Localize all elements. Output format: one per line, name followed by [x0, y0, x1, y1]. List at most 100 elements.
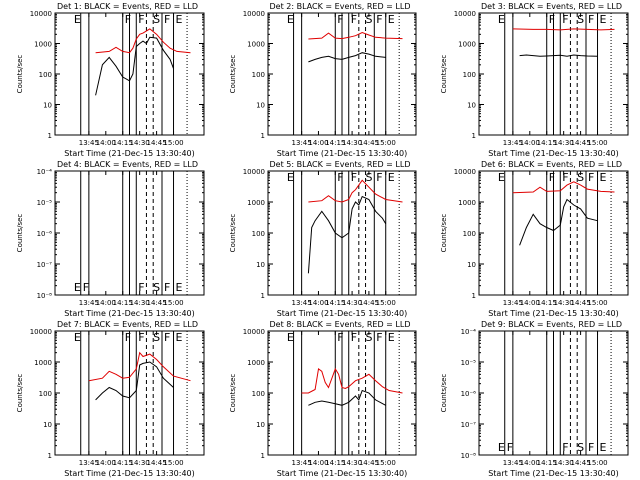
x-axis-label: Start Time (21-Dec-15 13:30:40) — [277, 469, 408, 478]
x-axis-label: Start Time (21-Dec-15 13:30:40) — [488, 149, 619, 158]
event-marker-label: F — [507, 441, 513, 454]
y-tick-label: 1 — [48, 132, 52, 140]
chart-panel-6: Det 6: BLACK = Events, RED = LLD 1 10 100 10… — [440, 160, 629, 318]
event-marker-label: S — [366, 331, 373, 344]
y-tick-label: 10⁻⁶ — [461, 390, 477, 398]
y-tick-label: 10⁻⁷ — [461, 421, 477, 429]
event-marker-label: S — [577, 13, 584, 26]
chart-panel-1: Det 1: BLACK = Events, RED = LLD 1 10 100 10… — [16, 2, 205, 158]
y-tick-label: 10000 — [30, 328, 52, 336]
event-marker-label: F — [562, 441, 568, 454]
event-marker-label: S — [153, 13, 160, 26]
x-tick-label: 14:00 — [308, 299, 328, 307]
y-tick-label: 10000 — [243, 328, 265, 336]
x-tick-label: 14:45 — [359, 459, 379, 467]
event-marker-label: E — [498, 171, 505, 184]
chart-title: Det 2: BLACK = Events, RED = LLD — [270, 2, 411, 11]
x-tick-label: 14:15 — [325, 299, 345, 307]
y-tick-label: 10⁻⁵ — [37, 199, 53, 207]
y-axis-label: Counts/sec — [440, 55, 448, 94]
y-tick-label: 1 — [261, 132, 265, 140]
event-marker-label: E — [388, 13, 395, 26]
x-tick-label: 14:45 — [359, 139, 379, 147]
event-marker-label: F — [376, 171, 382, 184]
x-tick-label: 15:00 — [163, 459, 183, 467]
y-axis-label: Counts/sec — [229, 214, 237, 253]
lld-series-line — [308, 179, 403, 203]
x-axis-label: Start Time (21-Dec-15 13:30:40) — [64, 469, 195, 478]
event-marker-label: F — [351, 171, 357, 184]
event-marker-label: E — [287, 13, 294, 26]
x-tick-label: 14:15 — [325, 459, 345, 467]
lld-series-line — [301, 367, 403, 394]
x-tick-label: 14:15 — [113, 139, 133, 147]
event-marker-label: E — [74, 281, 81, 294]
y-tick-label: 10⁻⁴ — [461, 328, 477, 336]
events-series-line — [519, 198, 598, 246]
y-tick-label: 100 — [463, 71, 476, 79]
y-tick-label: 100 — [39, 390, 52, 398]
event-marker-label: F — [138, 13, 144, 26]
y-tick-label: 1 — [261, 292, 265, 300]
x-tick-label: 14:45 — [570, 459, 590, 467]
x-tick-label: 14:45 — [359, 299, 379, 307]
chart-title: Det 8: BLACK = Events, RED = LLD — [270, 320, 411, 329]
chart-panel-2: Det 2: BLACK = Events, RED = LLD 1 10 100 10… — [229, 2, 417, 158]
y-tick-label: 1000 — [247, 41, 265, 49]
y-tick-label: 10 — [43, 102, 52, 110]
events-series-line — [519, 54, 598, 57]
event-marker-label: F — [125, 13, 131, 26]
event-marker-label: F — [164, 331, 170, 344]
x-tick-label: 15:00 — [376, 139, 396, 147]
lld-series-line — [512, 28, 615, 31]
events-series-line — [308, 52, 386, 63]
x-axis-label: Start Time (21-Dec-15 13:30:40) — [64, 309, 195, 318]
event-marker-label: S — [153, 281, 160, 294]
y-tick-label: 1 — [261, 452, 265, 460]
x-tick-label: 14:30 — [554, 299, 574, 307]
x-tick-label: 14:45 — [146, 299, 166, 307]
event-marker-label: F — [549, 13, 555, 26]
x-tick-label: 13:45 — [79, 139, 99, 147]
chart-title: Det 3: BLACK = Events, RED = LLD — [481, 2, 622, 11]
x-tick-label: 14:00 — [520, 139, 540, 147]
y-tick-label: 10⁻⁶ — [37, 230, 53, 238]
x-axis-label: Start Time (21-Dec-15 13:30:40) — [277, 309, 408, 318]
y-tick-label: 10⁻⁸ — [37, 292, 53, 300]
events-series-line — [308, 389, 386, 406]
event-marker-label: F — [351, 13, 357, 26]
x-axis-label: Start Time (21-Dec-15 13:30:40) — [64, 149, 195, 158]
x-tick-label: 14:00 — [308, 139, 328, 147]
y-tick-label: 1000 — [458, 199, 476, 207]
event-marker-label: F — [376, 331, 382, 344]
chart-panel-4: Det 4: BLACK = Events, RED = LLD 10⁻⁸ 10⁻⁷… — [16, 160, 205, 318]
x-tick-label: 14:30 — [130, 459, 150, 467]
event-marker-label: E — [600, 441, 607, 454]
x-tick-label: 13:45 — [503, 459, 523, 467]
y-axis-label: Counts/sec — [16, 214, 24, 253]
event-marker-label: F — [164, 281, 170, 294]
x-tick-label: 15:00 — [376, 459, 396, 467]
y-tick-label: 10000 — [454, 10, 476, 18]
x-axis-label: Start Time (21-Dec-15 13:30:40) — [277, 149, 408, 158]
x-tick-label: 13:45 — [503, 299, 523, 307]
x-tick-label: 15:00 — [587, 459, 607, 467]
event-marker-label: E — [600, 171, 607, 184]
chart-title: Det 7: BLACK = Events, RED = LLD — [57, 320, 198, 329]
x-tick-label: 14:15 — [537, 139, 557, 147]
x-tick-label: 14:15 — [113, 299, 133, 307]
event-marker-label: S — [577, 171, 584, 184]
event-marker-label: E — [498, 441, 505, 454]
event-marker-label: E — [176, 13, 183, 26]
chart-title: Det 6: BLACK = Events, RED = LLD — [481, 160, 622, 169]
lld-series-line — [512, 181, 615, 194]
y-tick-label: 100 — [463, 230, 476, 238]
y-tick-label: 10000 — [243, 168, 265, 176]
x-tick-label: 14:00 — [308, 459, 328, 467]
x-tick-label: 14:15 — [537, 299, 557, 307]
x-tick-label: 14:30 — [130, 139, 150, 147]
events-series-line — [307, 195, 387, 274]
chart-title: Det 5: BLACK = Events, RED = LLD — [270, 160, 411, 169]
x-tick-label: 13:45 — [292, 459, 312, 467]
event-marker-label: E — [287, 331, 294, 344]
